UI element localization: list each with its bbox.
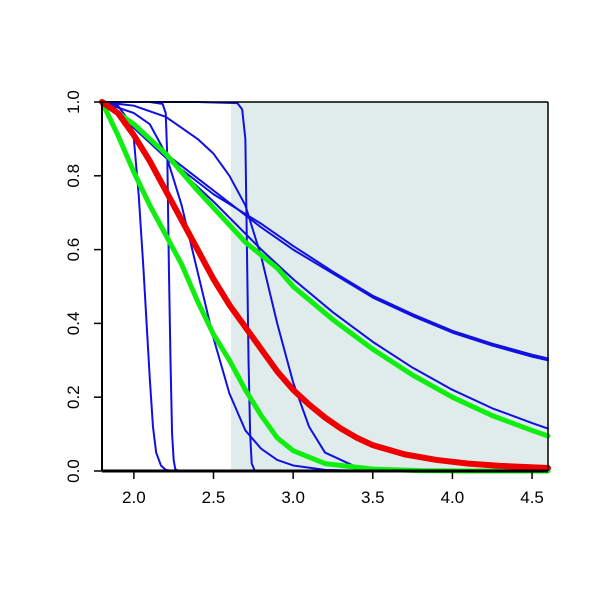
- y-tick-label: 0.4: [64, 312, 83, 336]
- y-tick-label: 0.6: [64, 238, 83, 262]
- series-line-red-10: [99, 99, 551, 472]
- x-tick-label: 4.0: [441, 488, 465, 507]
- shaded-region: [231, 102, 548, 471]
- y-tick-label: 1.0: [64, 90, 83, 114]
- series-line-blue-4: [101, 101, 390, 472]
- y-tick-label: 0.2: [64, 385, 83, 409]
- y-tick-label: 0.8: [64, 164, 83, 188]
- x-tick-label: 4.5: [520, 488, 544, 507]
- axes-layer: 2.0 2.5 3.0 3.5 4.0 4.5 0.0 0.2 0.4 0.6 0.8 1.0: [64, 90, 549, 507]
- series-line-blue-1: [101, 101, 183, 472]
- shaded-region-layer: [231, 102, 548, 471]
- series-line-blue-3: [101, 101, 374, 472]
- y-tick-label: 0.0: [64, 459, 83, 483]
- x-tick-label: 2.5: [202, 488, 226, 507]
- x-tick-label: 2.0: [122, 488, 146, 507]
- series-line-green-8: [99, 99, 551, 439]
- x-tick-label: 3.0: [281, 488, 305, 507]
- x-tick-label: 3.5: [361, 488, 385, 507]
